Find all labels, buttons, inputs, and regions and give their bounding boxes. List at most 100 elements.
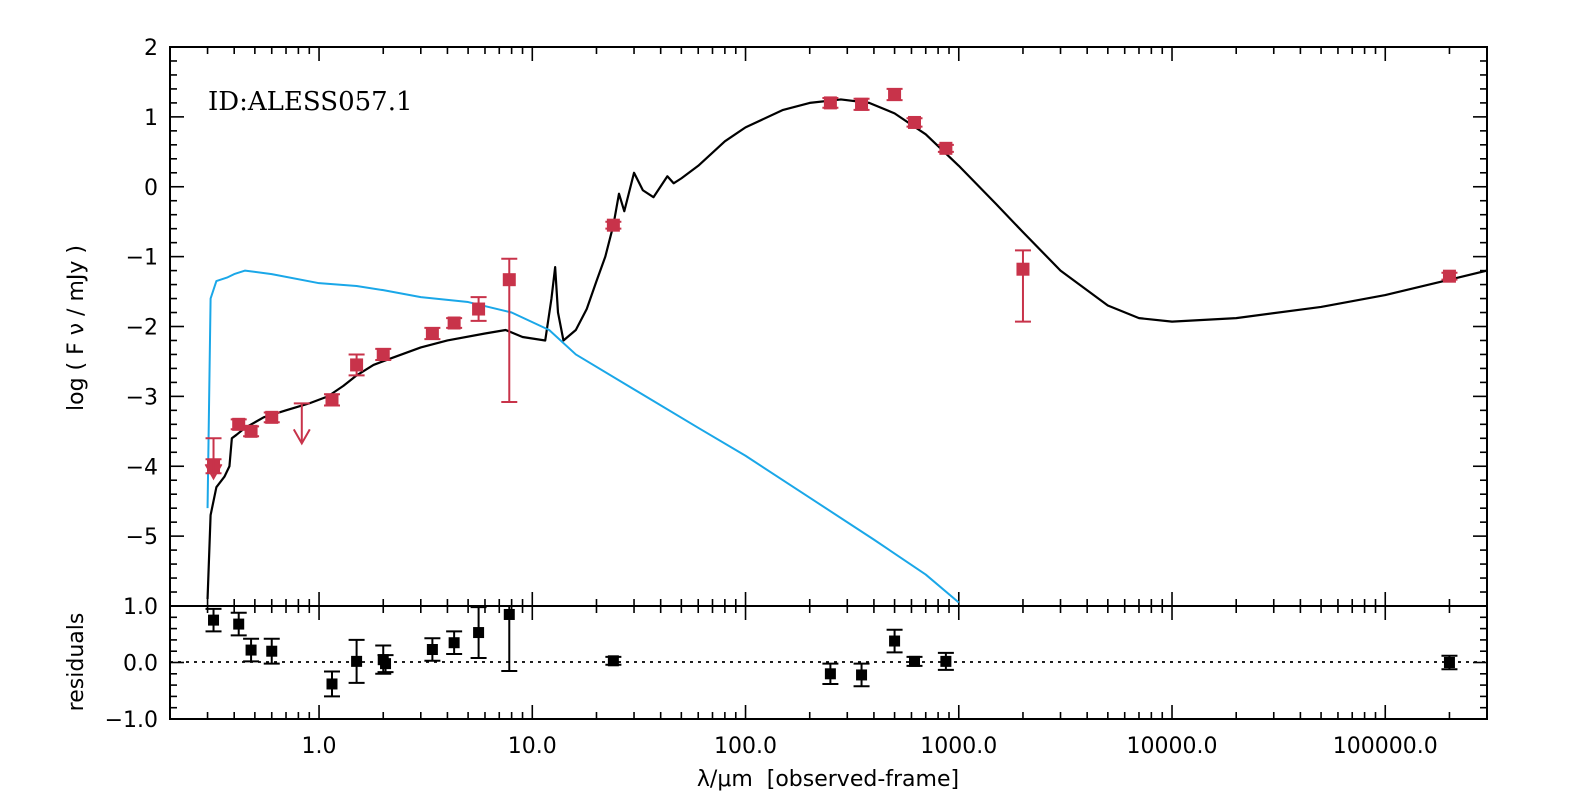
data-marker bbox=[208, 614, 220, 626]
residual-point bbox=[470, 606, 487, 659]
residual-points bbox=[205, 606, 1458, 698]
data-marker bbox=[855, 97, 869, 111]
data-marker bbox=[447, 316, 461, 330]
x-tick-label: 10000.0 bbox=[1127, 734, 1218, 759]
observed-flux-point bbox=[446, 316, 463, 330]
observed-flux-point bbox=[937, 141, 954, 155]
data-marker bbox=[823, 96, 837, 110]
data-marker bbox=[607, 655, 619, 667]
data-marker bbox=[1443, 657, 1455, 668]
y-tick-label: −5 bbox=[126, 525, 158, 550]
observed-flux-point bbox=[323, 393, 340, 407]
observed-flux-point bbox=[348, 353, 365, 377]
data-marker bbox=[232, 417, 246, 431]
data-marker bbox=[233, 618, 245, 630]
total-sed-curve bbox=[206, 98, 1487, 600]
data-marker bbox=[266, 645, 278, 657]
residual-y-tick-label: −1.0 bbox=[105, 708, 158, 733]
data-marker bbox=[326, 678, 338, 690]
y-axis-title-residuals: residuals bbox=[64, 613, 89, 712]
x-tick-label: 1000.0 bbox=[920, 734, 997, 759]
upper-limit-head bbox=[292, 428, 311, 446]
upper-limit-arrow bbox=[292, 402, 311, 446]
residual-y-tick-label: 0.0 bbox=[123, 652, 158, 677]
upper-limit-head bbox=[204, 463, 223, 481]
x-tick-labels: 1.0 10.0 100.0 1000.0 10000.0 100000.0 bbox=[302, 734, 1438, 759]
data-marker bbox=[380, 658, 392, 670]
observed-flux-point bbox=[424, 326, 441, 341]
observed-flux-point bbox=[230, 417, 247, 431]
observed-flux-point bbox=[470, 296, 487, 322]
y-tick-label: −2 bbox=[126, 316, 158, 341]
observed-flux-point bbox=[853, 97, 870, 111]
data-marker bbox=[448, 637, 460, 649]
data-marker bbox=[425, 326, 439, 340]
residual-point bbox=[1441, 654, 1458, 671]
data-marker bbox=[888, 88, 902, 102]
data-marker bbox=[908, 115, 922, 129]
main-y-tick-labels: −5 −4 −3 −2 −1 0 1 2 bbox=[126, 36, 158, 550]
observed-flux-point bbox=[263, 410, 280, 424]
observed-flux-point bbox=[906, 115, 923, 129]
residual-point bbox=[501, 606, 518, 672]
y-tick-label: 2 bbox=[144, 36, 158, 61]
data-marker bbox=[245, 644, 257, 656]
main-observed-points bbox=[204, 87, 1458, 481]
data-marker bbox=[350, 358, 364, 372]
data-marker bbox=[351, 655, 363, 667]
upper-limit-arrow bbox=[204, 437, 223, 481]
residual-point bbox=[263, 637, 280, 665]
data-marker bbox=[502, 273, 516, 287]
observed-flux-point bbox=[886, 87, 903, 102]
data-marker bbox=[376, 347, 390, 361]
x-tick-label: 100.0 bbox=[714, 734, 777, 759]
data-marker bbox=[244, 424, 258, 438]
residual-point bbox=[205, 607, 222, 633]
residual-point bbox=[424, 637, 441, 662]
x-axis-title: λ/μm [observed-frame] bbox=[697, 767, 959, 792]
residuals-y-tick-labels: −1.0 0.0 1.0 bbox=[105, 595, 158, 733]
data-marker bbox=[939, 141, 953, 155]
observed-flux-point bbox=[1014, 249, 1031, 323]
data-marker bbox=[503, 608, 515, 620]
y-tick-label: −4 bbox=[126, 455, 158, 480]
y-axis-title-main: log ( F ν / mJy ) bbox=[64, 245, 89, 411]
main-plot-frame bbox=[169, 46, 1488, 607]
y-tick-label: 0 bbox=[144, 176, 158, 201]
data-marker bbox=[889, 635, 901, 647]
observed-flux-point bbox=[605, 218, 622, 232]
data-marker bbox=[1442, 269, 1456, 283]
observed-flux-point bbox=[822, 96, 839, 110]
residual-point bbox=[853, 662, 870, 688]
residual-point bbox=[605, 655, 622, 667]
main-axis-ticks bbox=[169, 46, 1488, 607]
observed-flux-point bbox=[1441, 269, 1458, 283]
data-marker bbox=[606, 218, 620, 232]
data-marker bbox=[940, 655, 952, 667]
observed-flux-point bbox=[243, 424, 260, 438]
residual-point bbox=[323, 670, 340, 698]
observed-flux-point bbox=[501, 257, 518, 403]
data-marker bbox=[856, 669, 868, 681]
y-tick-label: −3 bbox=[126, 385, 158, 410]
residual-point bbox=[886, 628, 903, 654]
source-id-label: ID:ALESS057.1 bbox=[208, 87, 413, 117]
data-marker bbox=[824, 668, 836, 680]
stellar-sed-curve bbox=[206, 269, 960, 604]
data-marker bbox=[909, 655, 921, 667]
residual-point bbox=[243, 637, 260, 663]
residual-point bbox=[822, 662, 839, 685]
residual-point bbox=[906, 655, 923, 667]
data-marker bbox=[472, 302, 486, 316]
residual-point bbox=[446, 630, 463, 656]
residual-point bbox=[348, 638, 365, 684]
observed-flux-point bbox=[375, 347, 392, 362]
residuals-axis-ticks bbox=[169, 605, 1488, 720]
residual-point bbox=[230, 611, 247, 637]
residuals-panel: −1.0 0.0 1.0 bbox=[105, 595, 1488, 733]
sed-main-panel: −5 −4 −3 −2 −1 0 1 2 ID:ALESS057.1 bbox=[126, 36, 1488, 607]
data-marker bbox=[265, 410, 279, 424]
data-marker bbox=[426, 644, 438, 656]
data-marker bbox=[1016, 262, 1030, 276]
